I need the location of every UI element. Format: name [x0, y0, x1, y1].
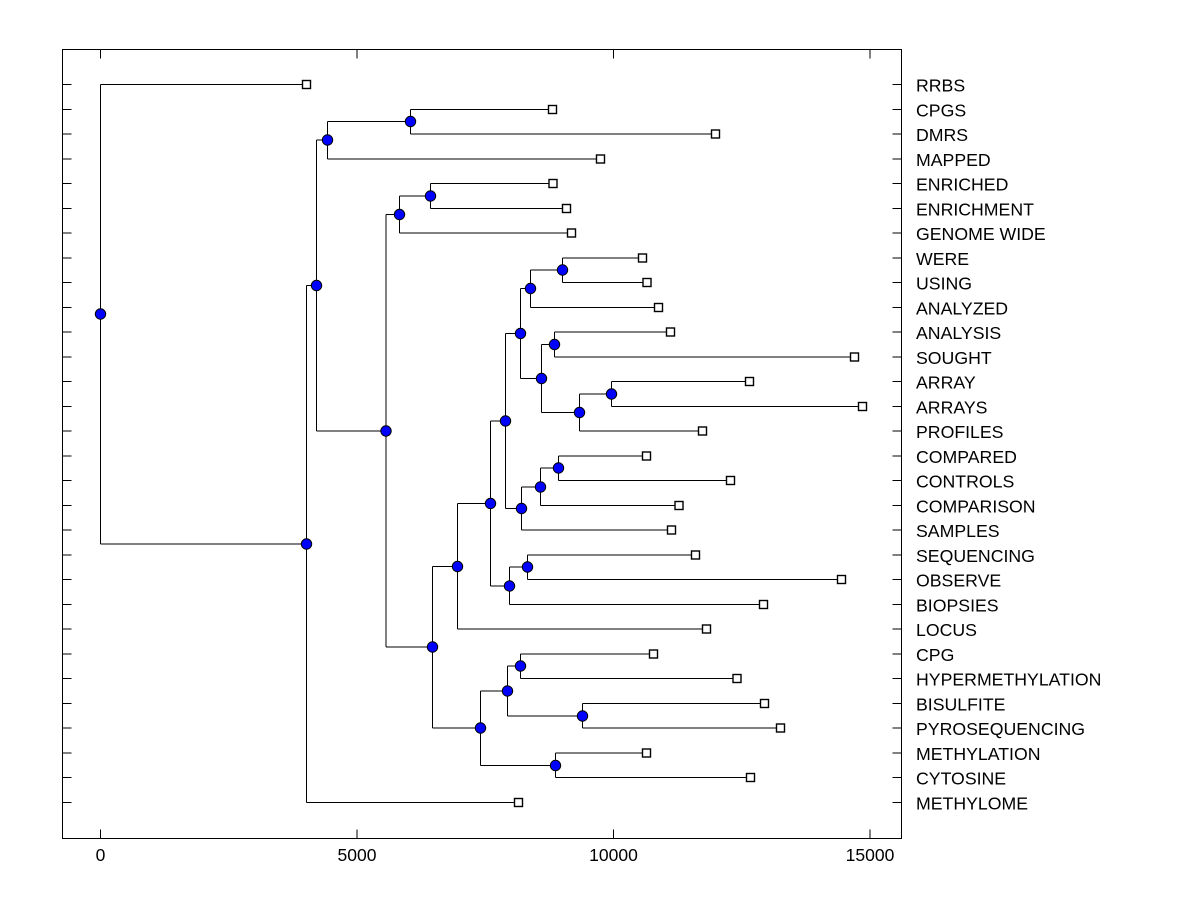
svg-text:COMPARISON: COMPARISON — [916, 497, 1036, 517]
svg-text:BISULFITE: BISULFITE — [916, 695, 1006, 715]
svg-text:CYTOSINE: CYTOSINE — [916, 769, 1006, 789]
svg-text:0: 0 — [96, 845, 106, 865]
svg-text:HYPERMETHYLATION: HYPERMETHYLATION — [916, 670, 1101, 690]
svg-text:ANALYSIS: ANALYSIS — [916, 323, 1001, 343]
svg-text:LOCUS: LOCUS — [916, 620, 977, 640]
svg-text:METHYLOME: METHYLOME — [916, 794, 1028, 814]
svg-text:SAMPLES: SAMPLES — [916, 521, 1000, 541]
svg-text:ARRAYS: ARRAYS — [916, 398, 987, 418]
svg-text:PYROSEQUENCING: PYROSEQUENCING — [916, 719, 1085, 739]
svg-text:METHYLATION: METHYLATION — [916, 744, 1040, 764]
svg-text:CPG: CPG — [916, 645, 954, 665]
svg-text:SOUGHT: SOUGHT — [916, 348, 992, 368]
svg-text:ARRAY: ARRAY — [916, 373, 976, 393]
svg-text:DMRS: DMRS — [916, 125, 968, 145]
svg-text:10000: 10000 — [589, 845, 638, 865]
svg-text:CPGS: CPGS — [916, 101, 966, 121]
svg-text:OBSERVE: OBSERVE — [916, 571, 1001, 591]
svg-text:CONTROLS: CONTROLS — [916, 472, 1014, 492]
svg-text:5000: 5000 — [338, 845, 377, 865]
svg-text:ANALYZED: ANALYZED — [916, 299, 1008, 319]
svg-text:MAPPED: MAPPED — [916, 150, 991, 170]
svg-text:WERE: WERE — [916, 249, 969, 269]
svg-text:USING: USING — [916, 274, 972, 294]
svg-text:ENRICHMENT: ENRICHMENT — [916, 200, 1034, 220]
svg-text:15000: 15000 — [846, 845, 895, 865]
svg-text:COMPARED: COMPARED — [916, 447, 1017, 467]
svg-text:RRBS: RRBS — [916, 76, 965, 96]
svg-text:ENRICHED: ENRICHED — [916, 175, 1008, 195]
svg-text:BIOPSIES: BIOPSIES — [916, 596, 999, 616]
svg-text:PROFILES: PROFILES — [916, 422, 1003, 442]
svg-text:GENOME WIDE: GENOME WIDE — [916, 224, 1046, 244]
svg-text:SEQUENCING: SEQUENCING — [916, 546, 1035, 566]
